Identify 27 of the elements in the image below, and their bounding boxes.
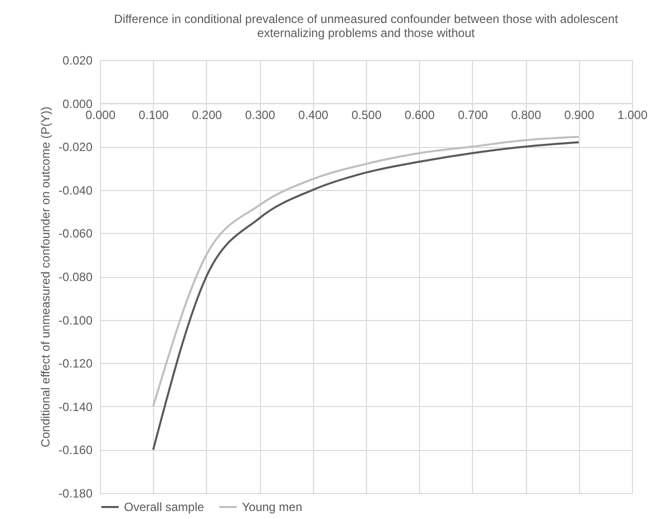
x-tick-label: 0.200: [192, 108, 222, 122]
x-tick-label: 0.300: [245, 108, 276, 122]
y-tick-label: -0.180: [58, 486, 93, 500]
text: externalizing problems and those without: [257, 26, 475, 40]
y-axis-title: Conditional effect of unmeasured confounder on outcome (P(Y)): [38, 106, 52, 448]
y-tick-label: -0.160: [58, 443, 93, 458]
x-tick-label: 0.100: [138, 108, 170, 122]
y-tick-label: -0.100: [58, 313, 93, 328]
x-tick-label: 0.500: [351, 108, 382, 122]
x-tick-label: 0.400: [298, 108, 329, 122]
y-tick-label: -0.020: [58, 140, 93, 154]
text: Difference in conditional prevalence of unmeasured confounder between those with adolescent: [114, 12, 618, 26]
y-tick-label: -0.040: [58, 183, 93, 198]
x-tick-label: 0.900: [564, 108, 595, 122]
y-tick-label: -0.140: [58, 400, 93, 414]
x-tick-label: 0.800: [511, 108, 542, 122]
y-tick-label: 0.020: [62, 54, 93, 68]
x-tick-label: 0.600: [404, 108, 436, 122]
legend-label: Young men: [242, 500, 302, 514]
x-tick-label: 0.700: [458, 108, 488, 122]
y-tick-label: -0.080: [58, 270, 93, 284]
y-tick-label: -0.060: [58, 226, 93, 241]
x-tick-label: 1.000: [617, 108, 648, 122]
legend-label: Overall sample: [124, 500, 204, 514]
line-series: [152, 136, 580, 408]
y-tick-label: -0.120: [58, 356, 93, 371]
line-series: [152, 141, 580, 451]
